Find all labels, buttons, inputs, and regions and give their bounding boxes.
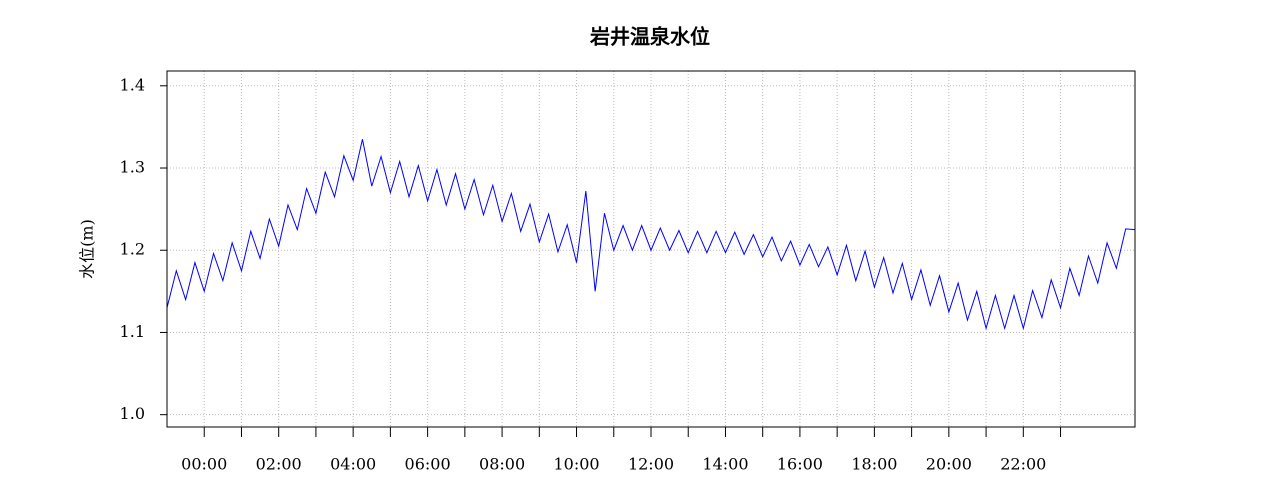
- y-tick-label: 1.3: [120, 158, 145, 177]
- plot-frame: [166, 70, 1136, 428]
- x-tick-label: 18:00: [851, 455, 897, 474]
- x-tick-label: 20:00: [926, 455, 972, 474]
- y-tick-label: 1.0: [120, 404, 145, 423]
- x-tick-label: 06:00: [405, 455, 451, 474]
- x-tick-label: 04:00: [330, 455, 376, 474]
- y-tick-label: 1.1: [120, 322, 145, 341]
- x-tick-label: 02:00: [256, 455, 302, 474]
- y-axis-label: 水位(m): [78, 219, 97, 279]
- x-tick-label: 12:00: [628, 455, 674, 474]
- y-tick-label: 1.4: [120, 75, 145, 94]
- chart-title: 岩井温泉水位: [589, 25, 710, 49]
- x-tick-label: 22:00: [1000, 455, 1046, 474]
- x-tick-label: 00:00: [181, 455, 227, 474]
- x-tick-label: 14:00: [702, 455, 748, 474]
- x-tick-label: 10:00: [553, 455, 599, 474]
- x-tick-label: 16:00: [777, 455, 823, 474]
- y-tick-label: 1.2: [120, 240, 145, 259]
- data-line: [166, 139, 1136, 331]
- x-tick-label: 08:00: [479, 455, 525, 474]
